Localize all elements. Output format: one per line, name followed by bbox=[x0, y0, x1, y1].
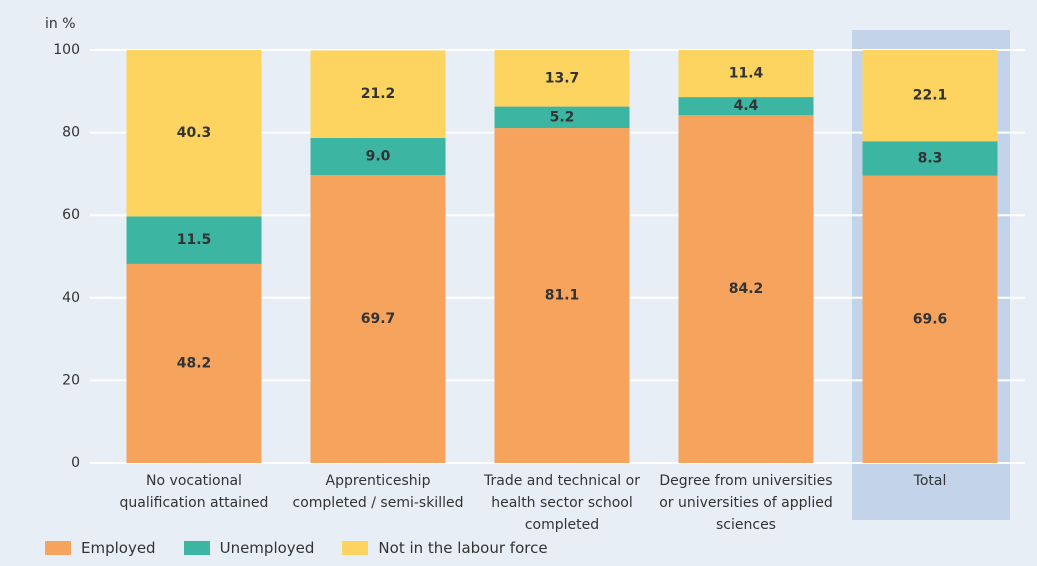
legend-swatch bbox=[183, 541, 210, 555]
data-label: 11.4 bbox=[729, 66, 764, 82]
bar-segment bbox=[310, 137, 446, 176]
bar-segment bbox=[862, 50, 998, 142]
data-label: 8.3 bbox=[918, 150, 943, 166]
legend-swatch bbox=[45, 541, 71, 555]
data-label: 5.2 bbox=[550, 109, 575, 125]
y-tick-label: 60 bbox=[62, 207, 80, 223]
bar-segment bbox=[678, 50, 814, 98]
bar-segment bbox=[494, 128, 630, 463]
legend-label: Unemployed bbox=[219, 539, 315, 557]
data-label: 69.6 bbox=[913, 311, 948, 327]
legend-item: Unemployed bbox=[183, 539, 315, 557]
data-label: 48.2 bbox=[177, 355, 212, 371]
bar-segment bbox=[126, 263, 262, 463]
bar-segment bbox=[310, 50, 446, 138]
bar-segment bbox=[862, 141, 998, 176]
bar-segment bbox=[126, 216, 262, 264]
bar-segment bbox=[126, 50, 262, 217]
data-label: 81.1 bbox=[545, 288, 580, 304]
bar-segment bbox=[310, 175, 446, 464]
x-tick-label: Trade and technical or health sector sch… bbox=[484, 473, 640, 533]
legend-item: Not in the labour force bbox=[342, 539, 548, 557]
y-tick-label: 0 bbox=[71, 455, 80, 471]
y-axis-label: in % bbox=[45, 16, 76, 32]
bar-segment bbox=[862, 175, 998, 463]
data-label: 69.7 bbox=[361, 311, 396, 327]
data-label: 13.7 bbox=[545, 70, 580, 86]
legend: Employed Unemployed Not in the labour forc… bbox=[45, 539, 576, 557]
data-label: 22.1 bbox=[913, 88, 948, 104]
bar-segment bbox=[678, 115, 814, 463]
y-tick-label: 20 bbox=[62, 372, 80, 388]
x-tick-label: No vocational qualification attained bbox=[119, 473, 269, 511]
data-label: 9.0 bbox=[366, 149, 391, 165]
x-tick-label: Total bbox=[913, 473, 947, 489]
legend-swatch bbox=[342, 541, 369, 555]
legend-label: Not in the labour force bbox=[378, 539, 548, 557]
y-tick-label: 40 bbox=[62, 290, 80, 306]
bar-segment bbox=[494, 106, 630, 129]
data-label: 4.4 bbox=[734, 98, 759, 114]
y-tick-label: 80 bbox=[62, 125, 80, 141]
bar-segment bbox=[678, 97, 814, 116]
x-tick-label: Degree from universities or universities… bbox=[659, 473, 833, 533]
data-label: 21.2 bbox=[361, 86, 396, 102]
legend-label: Employed bbox=[81, 539, 156, 557]
data-label: 40.3 bbox=[177, 125, 212, 141]
data-label: 11.5 bbox=[177, 232, 212, 248]
x-tick-label: Apprenticeship completed / semi-skilled bbox=[292, 473, 464, 511]
y-tick-label: 100 bbox=[53, 42, 80, 58]
data-label: 84.2 bbox=[729, 281, 764, 297]
bar-segment bbox=[494, 50, 630, 107]
legend-item: Employed bbox=[45, 539, 156, 557]
